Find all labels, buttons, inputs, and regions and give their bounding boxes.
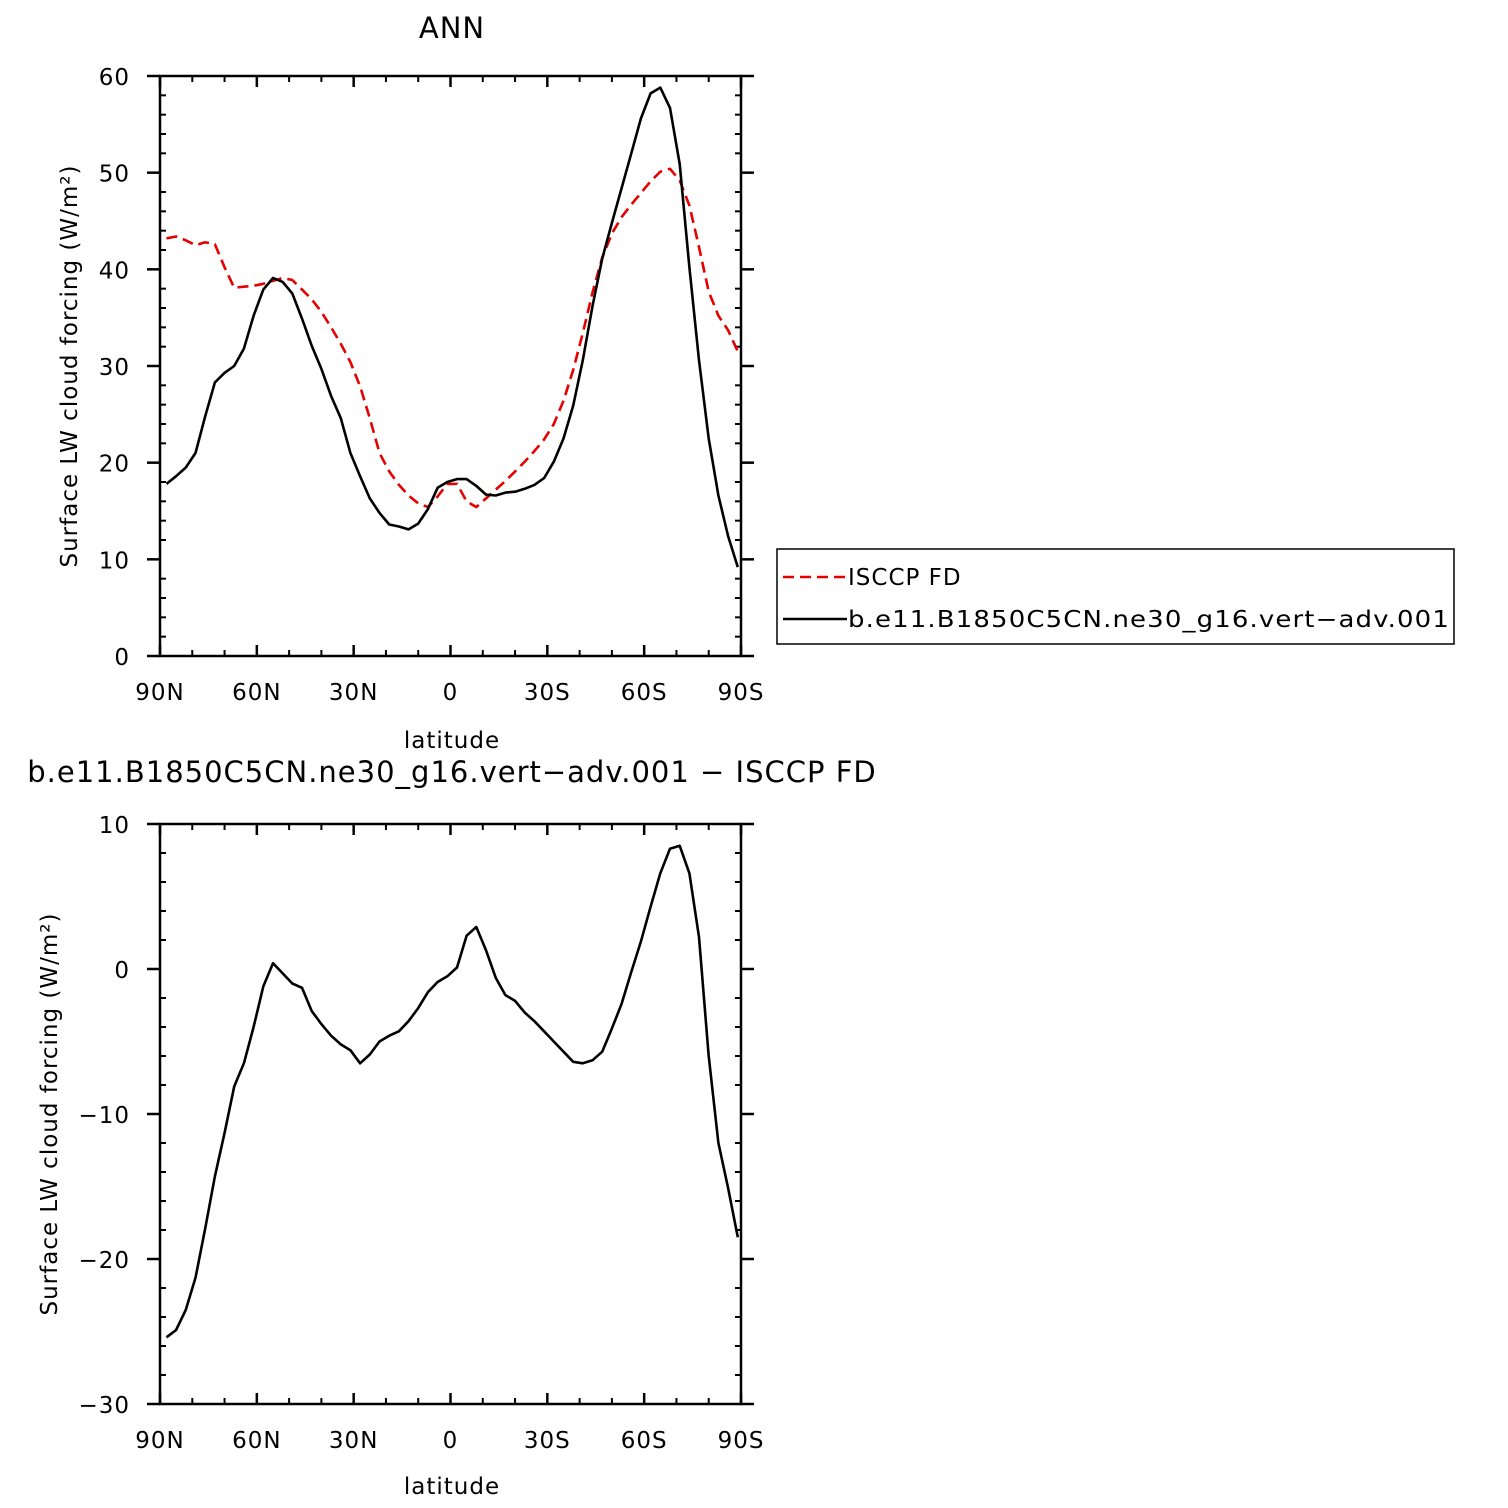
top-panel-series [165,86,740,568]
top-x-tick-label: 30N [329,680,378,706]
bottom-panel-frame [158,822,743,1406]
top-y-tick-label: 20 [99,452,130,478]
bottom-x-tick-label: 90S [718,1428,765,1454]
bottom-series-line-0 [165,844,740,1339]
bottom-y-tick-label: −20 [78,1248,130,1274]
top-series-line-0 [166,167,739,509]
top-x-tick-label: 30S [524,680,571,706]
legend: ISCCP FD b.e11.B1850C5CN.ne30_g16.vert−a… [776,548,1455,645]
bottom-panel-ticks: 90N 60N 30N 0 30S 60S 90S −30 −20 −10 0 10 [78,813,765,1454]
top-panel-frame [158,74,743,658]
top-x-tick-label: 90N [135,680,184,706]
bottom-panel-series [165,844,740,1339]
top-y-tick-label: 40 [99,258,130,284]
top-y-tick-label: 0 [114,645,130,671]
top-series-line-1 [165,86,740,568]
bottom-x-tick-label: 90N [135,1428,184,1454]
bottom-x-tick-label: 0 [443,1428,459,1454]
top-y-tick-label: 60 [99,65,130,91]
legend-label-isccp: ISCCP FD [848,565,962,591]
bottom-x-tick-label: 60N [232,1428,281,1454]
bottom-panel-x-axis-title: latitude [404,1474,500,1500]
bottom-panel: b.e11.B1850C5CN.ne30_g16.vert−adv.001 − … [27,755,876,1500]
bottom-y-tick-label: 0 [114,958,130,984]
top-x-tick-label: 0 [443,680,459,706]
top-y-tick-label: 10 [99,548,130,574]
bottom-y-tick-label: 10 [99,813,130,839]
bottom-x-tick-label: 30S [524,1428,571,1454]
top-y-tick-label: 30 [99,355,130,381]
bottom-y-tick-label: −30 [78,1393,130,1419]
top-y-tick-label: 50 [99,162,130,188]
top-x-tick-label: 90S [718,680,765,706]
bottom-panel-title: b.e11.B1850C5CN.ne30_g16.vert−adv.001 − … [27,755,876,789]
legend-label-model: b.e11.B1850C5CN.ne30_g16.vert−adv.001 [848,607,1450,633]
bottom-y-tick-label: −10 [78,1103,130,1129]
bottom-x-tick-label: 30N [329,1428,378,1454]
top-panel-title: ANN [419,11,485,45]
top-x-tick-label: 60S [621,680,668,706]
top-panel: ANN 90N 60N 30N 0 30S 60S 90S 0 10 20 30 40 50 60 lat… [57,11,765,754]
bottom-x-tick-label: 60S [621,1428,668,1454]
top-panel-y-axis-title: Surface LW cloud forcing (W/m²) [57,165,83,568]
top-panel-x-axis-title: latitude [404,728,500,754]
legend-box [776,548,1455,645]
top-panel-ticks: 90N 60N 30N 0 30S 60S 90S 0 10 20 30 40 50 60 [99,65,765,706]
bottom-panel-y-axis-title: Surface LW cloud forcing (W/m²) [37,913,63,1316]
top-x-tick-label: 60N [232,680,281,706]
